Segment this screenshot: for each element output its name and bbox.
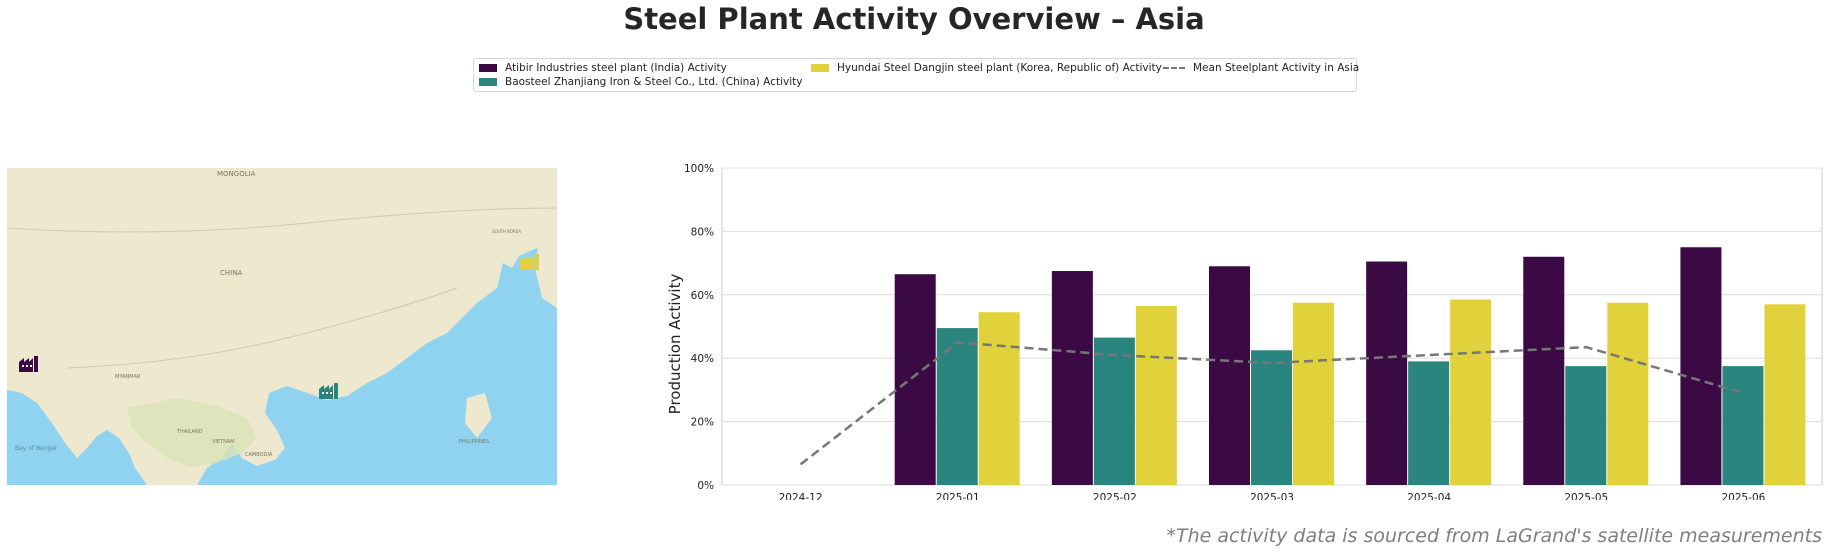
bar-baosteel [1408, 361, 1450, 485]
atibir-factory-icon[interactable] [19, 356, 38, 372]
map-label-mongolia: MONGOLIA [217, 170, 256, 178]
bar-hyundai [1607, 302, 1649, 485]
bar-atibir [1523, 256, 1565, 485]
map-label-bay-of-bengal: Bay of Bengal [15, 445, 57, 452]
legend-dash-mean [1163, 67, 1185, 69]
mean-activity-line [799, 341, 1744, 466]
y-axis-label: Production Activity [666, 274, 684, 415]
y-tick-label: 100% [684, 163, 714, 175]
bar-baosteel [1093, 337, 1135, 485]
map-land-green [127, 398, 257, 468]
line-layer [799, 341, 1744, 466]
x-tick-label: 2025-01 [936, 492, 980, 500]
x-tick-label: 2024-12 [779, 492, 823, 500]
legend-swatch-hyundai [811, 64, 829, 72]
page-title: Steel Plant Activity Overview – Asia [623, 2, 1205, 36]
map-border-line [6, 207, 558, 233]
bar-hyundai [1450, 299, 1492, 485]
bar-baosteel [1722, 366, 1764, 485]
bar-hyundai [978, 312, 1020, 485]
map-label-south-korea: SOUTH KOREA [492, 229, 521, 234]
y-tick-label: 0% [697, 480, 714, 492]
x-tick-label: 2025-06 [1721, 492, 1765, 500]
map-korea [477, 208, 527, 246]
bar-hyundai [1135, 305, 1177, 485]
chart-panel: 0% 20% 40% 60% 80% 100% 2024-12 2025-01 2025-02 2… [660, 160, 1828, 504]
bar-hyundai [1293, 302, 1334, 485]
x-tick-label: 2025-04 [1407, 492, 1451, 500]
legend-label-hyundai: Hyundai Steel Dangjin steel plant (Korea… [837, 62, 1162, 74]
map-panel[interactable]: MONGOLIA CHINA MYANMAR Bay of Bengal VIE… [6, 168, 558, 485]
map-label-china: CHINA [220, 269, 242, 277]
map-label-thailand: THAILAND [176, 429, 203, 435]
map-label-philippines: PHILIPPINES [459, 439, 489, 445]
legend-swatch-atibir [479, 64, 497, 72]
map-border-line [66, 287, 458, 369]
bar-atibir [1366, 261, 1408, 485]
bar-atibir [1051, 271, 1093, 485]
legend-item-mean: Mean Steelplant Activity in Asia [1163, 62, 1359, 74]
bar-atibir [894, 274, 936, 485]
legend-label-atibir: Atibir Industries steel plant (India) Ac… [505, 62, 727, 74]
bar-chart: 0% 20% 40% 60% 80% 100% 2024-12 2025-01 2025-02 2… [666, 163, 1823, 504]
legend-item-hyundai: Hyundai Steel Dangjin steel plant (Korea… [811, 62, 1162, 74]
x-tick-label: 2025-03 [1250, 492, 1294, 500]
bar-layer [894, 247, 1806, 485]
chart-legend: Atibir Industries steel plant (India) Ac… [473, 58, 1359, 92]
legend-item-atibir: Atibir Industries steel plant (India) Ac… [479, 62, 727, 74]
y-tick-label: 20% [691, 417, 714, 429]
bar-atibir [1680, 247, 1722, 485]
legend-label-baosteel: Baosteel Zhanjiang Iron & Steel Co., Ltd… [505, 76, 803, 88]
y-tick-label: 60% [691, 290, 714, 302]
footnote: *The activity data is sourced from LaGra… [1166, 525, 1822, 547]
bar-atibir [1209, 266, 1250, 485]
y-tick-label: 40% [691, 353, 714, 365]
legend-item-baosteel: Baosteel Zhanjiang Iron & Steel Co., Ltd… [479, 76, 802, 88]
map-svg: MONGOLIA CHINA MYANMAR Bay of Bengal VIE… [6, 168, 558, 485]
legend-swatch-baosteel [479, 78, 497, 86]
map-label-vietnam: VIETNAM [212, 439, 235, 445]
baosteel-factory-icon[interactable] [319, 383, 338, 399]
map-philippines [465, 393, 492, 438]
bar-baosteel [936, 328, 978, 485]
x-tick-label: 2025-02 [1093, 492, 1137, 500]
bar-hyundai [1764, 304, 1806, 485]
hyundai-factory-icon[interactable] [520, 254, 539, 270]
y-tick-label: 80% [691, 226, 714, 238]
map-japan [527, 178, 557, 308]
bar-baosteel [1251, 350, 1292, 485]
bar-baosteel [1565, 366, 1607, 485]
x-tick-label: 2025-05 [1564, 492, 1608, 500]
map-label-cambodia: CAMBODIA [245, 452, 273, 458]
legend-label-mean: Mean Steelplant Activity in Asia [1193, 62, 1360, 74]
map-label-myanmar: MYANMAR [115, 374, 141, 380]
